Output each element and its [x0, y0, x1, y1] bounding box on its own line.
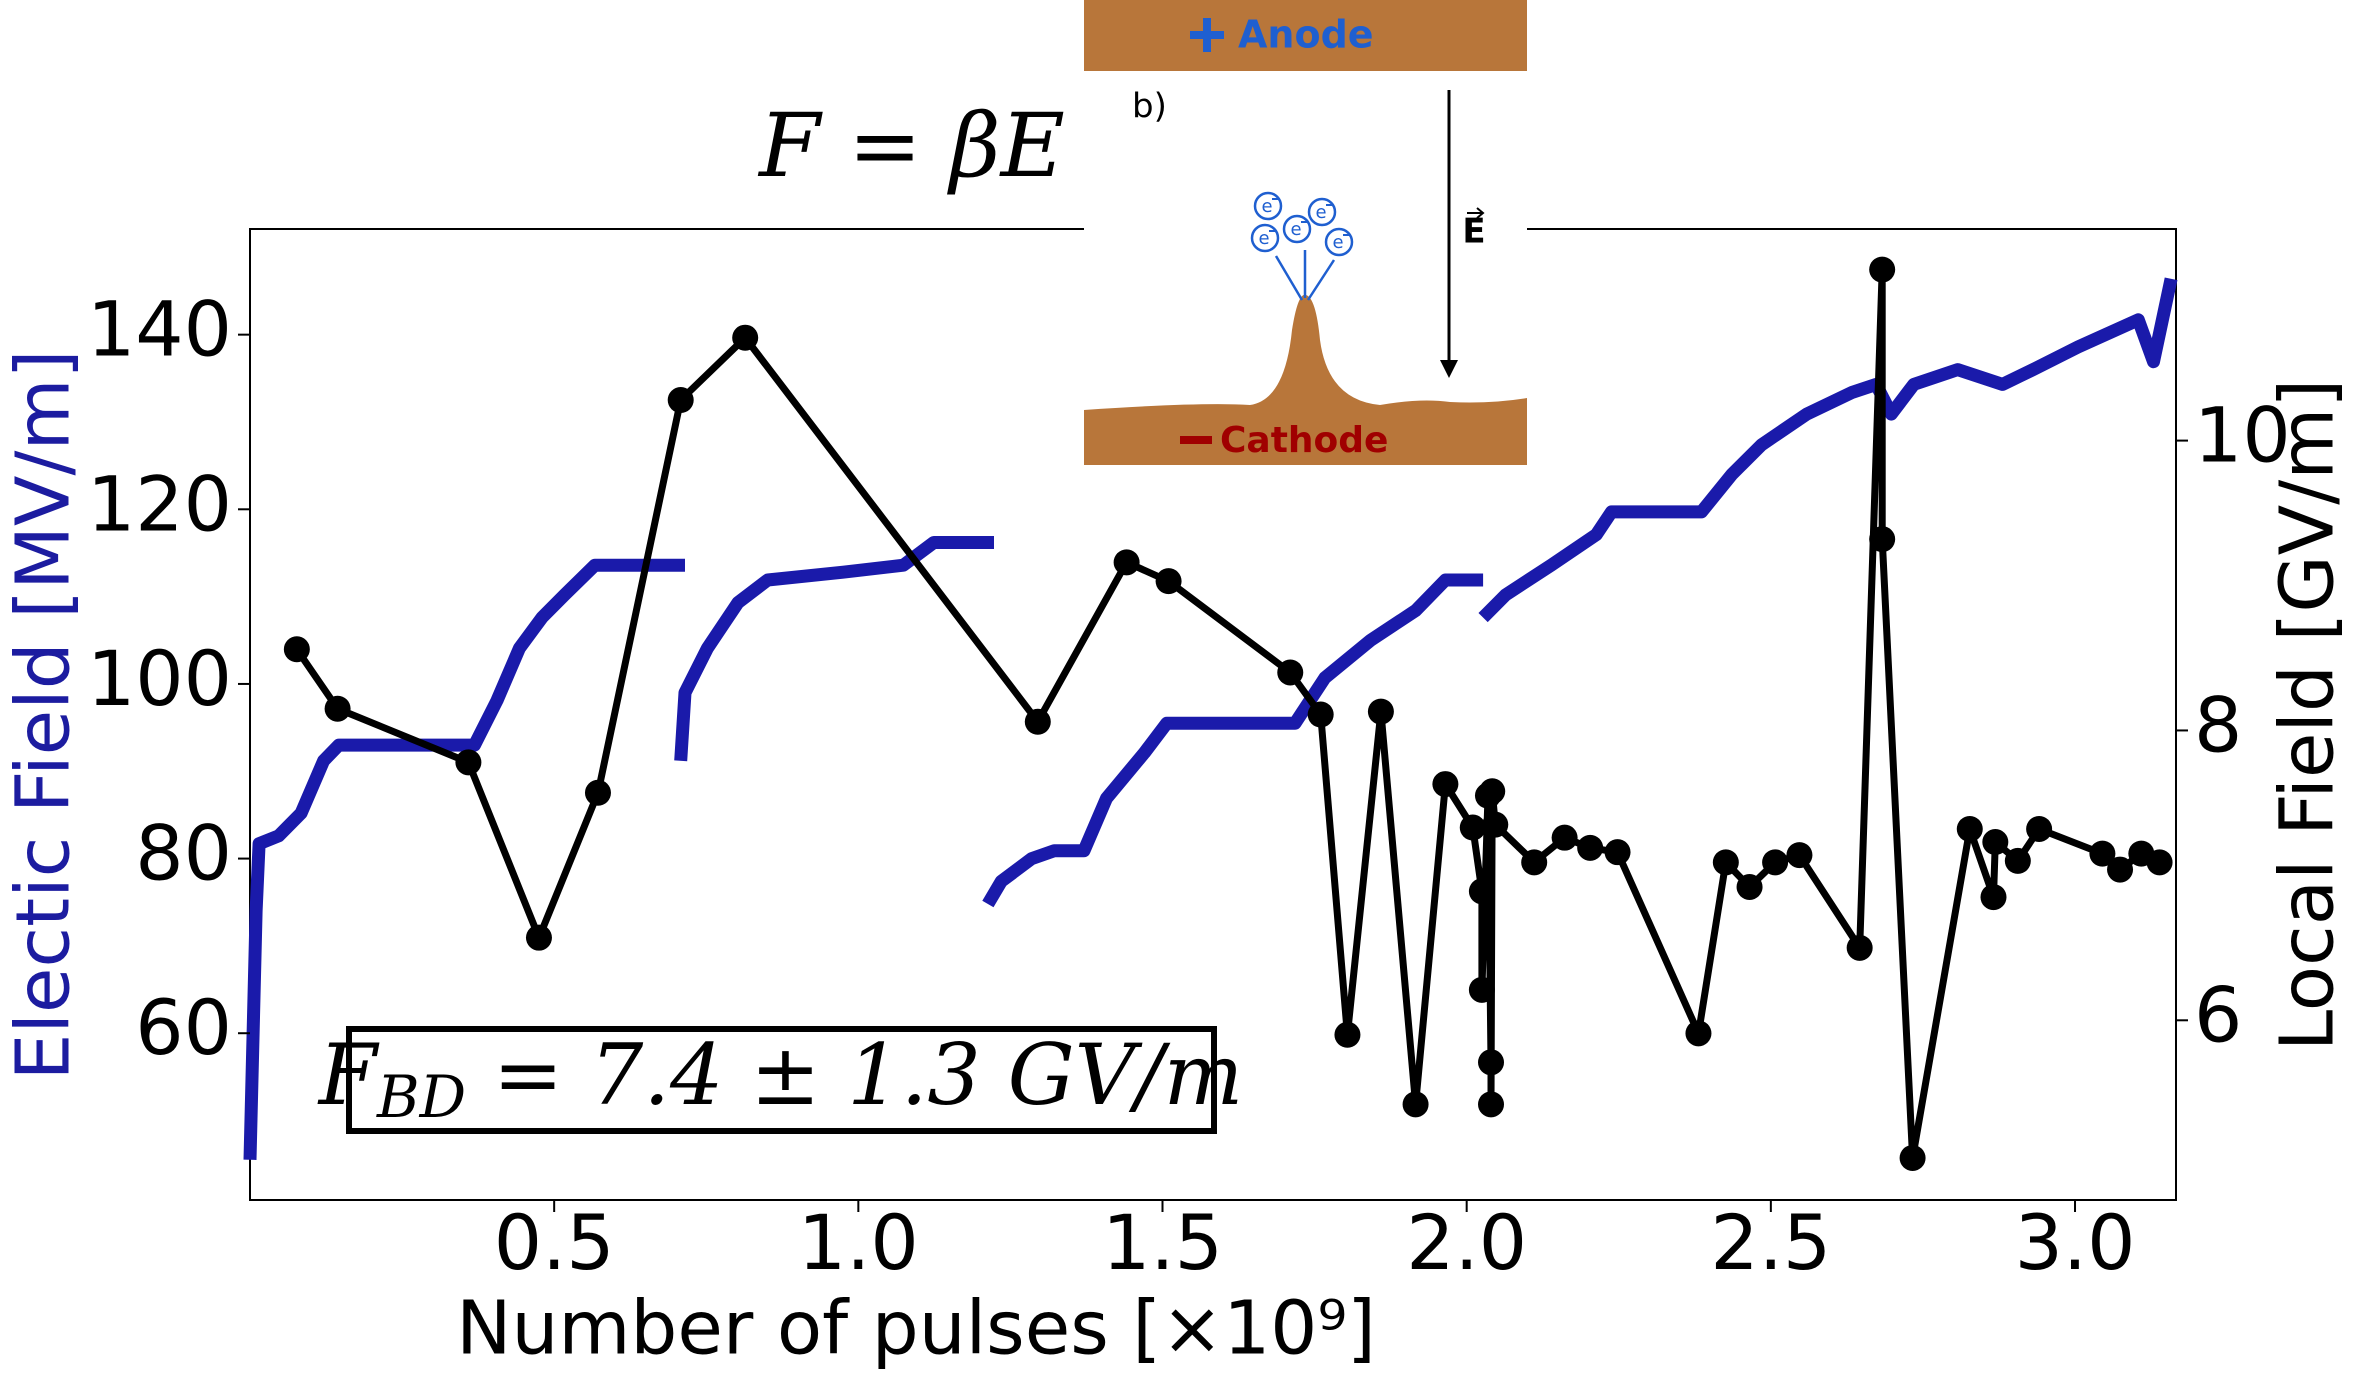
data-point — [1956, 815, 1983, 842]
data-point — [2004, 847, 2031, 874]
data-point — [1478, 1049, 1505, 1076]
arrowhead — [1440, 360, 1458, 378]
data-point — [1982, 829, 2009, 856]
symbol: F — [317, 1026, 380, 1124]
data-point — [1846, 934, 1873, 961]
data-point — [1432, 771, 1459, 798]
electron-label: e — [1290, 219, 1301, 240]
data-point — [324, 695, 351, 722]
panel-label: b) — [1132, 87, 1167, 127]
data-point — [1468, 878, 1495, 905]
x-tick-label: 2.5 — [1710, 1198, 1831, 1287]
field-label: E — [1462, 212, 1485, 252]
data-point — [1402, 1091, 1429, 1118]
data-point — [1334, 1021, 1361, 1048]
plus-sign — [1190, 18, 1224, 52]
series-line — [293, 266, 2162, 1162]
x-tick-label: 1.5 — [1102, 1198, 1223, 1287]
data-point — [2107, 856, 2134, 883]
vector-mark — [1467, 207, 1485, 219]
y-tick-label: 80 — [135, 809, 232, 898]
data-point — [584, 779, 611, 806]
y-axis-label: Electic Field [MV/m] — [1, 350, 87, 1081]
data-point — [1367, 698, 1394, 725]
cathode-tip — [1084, 294, 1527, 465]
annotation-box — [346, 1026, 1217, 1134]
x-tick-label: 0.5 — [494, 1198, 615, 1287]
y2-tick-label: 8 — [2194, 680, 2242, 769]
electron-label: e — [1315, 202, 1326, 223]
data-point — [525, 924, 552, 951]
data-point — [1685, 1020, 1712, 1047]
data-point — [1459, 814, 1486, 841]
data-point — [1869, 526, 1896, 553]
data-point — [1899, 1144, 1926, 1171]
data-point — [1478, 1091, 1505, 1118]
data-point — [1277, 659, 1304, 686]
data-point — [1869, 256, 1896, 283]
data-point — [1980, 884, 2007, 911]
x-axis-label: Number of pulses [×10⁹] — [456, 1286, 1376, 1372]
cathode-label: Cathode — [1220, 420, 1388, 461]
data-point — [667, 387, 694, 414]
value-text: = 7.4 ± 1.3 GV/m — [466, 1026, 1243, 1124]
plot-area — [243, 256, 2178, 1171]
y-tick-label: 100 — [87, 634, 232, 723]
series-line — [243, 277, 2178, 1160]
data-point — [1479, 778, 1506, 805]
formula: F = βE — [757, 94, 1065, 197]
data-point — [1024, 708, 1051, 735]
data-point — [1736, 873, 1763, 900]
y-tick-label: 60 — [135, 983, 232, 1072]
data-point — [1762, 849, 1789, 876]
emission-arrows — [1274, 250, 1336, 301]
y-tick-label: 140 — [87, 285, 232, 374]
data-point — [1712, 849, 1739, 876]
y2-tick-label: 10 — [2194, 391, 2291, 480]
data-point — [2146, 849, 2173, 876]
electron-label: e — [1332, 232, 1343, 253]
electron-label: e — [1258, 228, 1269, 249]
y2-tick-label: 6 — [2194, 970, 2242, 1059]
data-point — [732, 324, 759, 351]
data-point — [2026, 815, 2053, 842]
data-point — [1604, 839, 1631, 866]
data-point — [2089, 840, 2116, 867]
data-point — [1113, 549, 1140, 576]
data-point — [1468, 976, 1495, 1003]
data-point — [1521, 849, 1548, 876]
subscript: BD — [376, 1063, 466, 1131]
breakdown-field: FBD = 7.4 ± 1.3 GV/m — [317, 1026, 1244, 1131]
data-point — [1155, 568, 1182, 595]
x-tick-label: 1.0 — [798, 1198, 919, 1287]
data-point — [455, 749, 482, 776]
data-point — [1551, 824, 1578, 851]
anode-plate — [1084, 0, 1527, 71]
electron-label: e — [1261, 196, 1272, 217]
anode-label: Anode — [1238, 13, 1374, 57]
x-tick-label: 3.0 — [2015, 1198, 2136, 1287]
data-point — [1577, 834, 1604, 861]
data-point — [1482, 811, 1509, 838]
y2-axis-label: Local Field [GV/m] — [2265, 379, 2351, 1051]
x-tick-label: 2.0 — [1406, 1198, 1527, 1287]
data-point — [283, 636, 310, 663]
data-point — [1307, 701, 1334, 728]
data-point — [1786, 842, 1813, 869]
y-tick-label: 120 — [87, 459, 232, 548]
